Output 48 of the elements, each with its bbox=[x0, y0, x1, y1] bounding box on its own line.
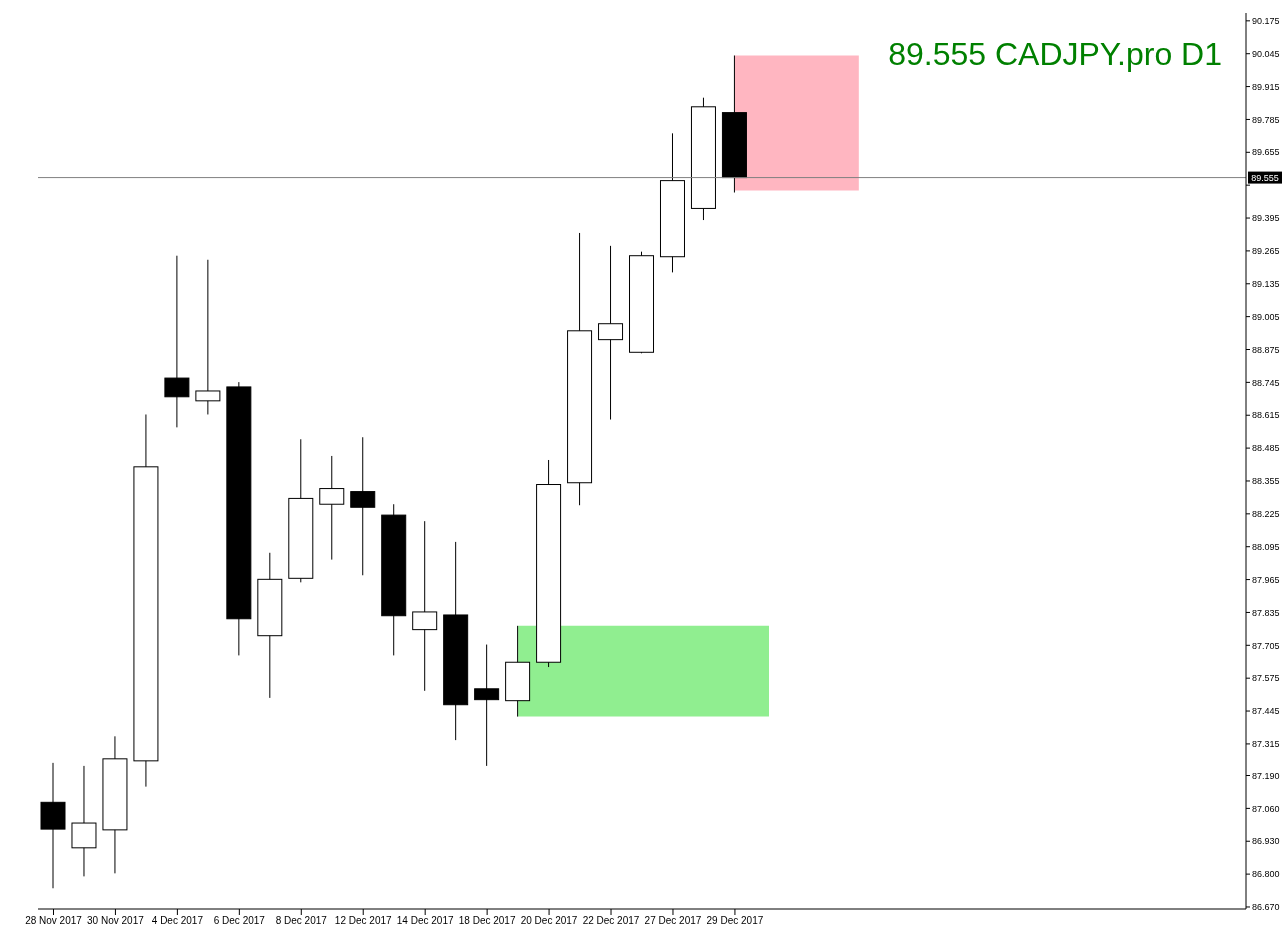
y-tick-label: 90.175 bbox=[1252, 16, 1280, 27]
x-tick-label: 8 Dec 2017 bbox=[275, 915, 328, 927]
y-tick-label: 88.355 bbox=[1252, 476, 1280, 487]
x-tick-label: 4 Dec 2017 bbox=[151, 915, 204, 927]
candlestick bbox=[350, 436, 376, 576]
y-tick-label: 86.930 bbox=[1252, 836, 1280, 847]
x-tick-label: 30 Nov 2017 bbox=[87, 915, 145, 927]
y-tick-label: 88.485 bbox=[1252, 443, 1280, 454]
y-tick-label: 89.655 bbox=[1252, 147, 1280, 158]
y-tick-label: 87.575 bbox=[1252, 673, 1280, 684]
candlestick bbox=[319, 455, 345, 561]
y-tick-label: 89.395 bbox=[1252, 213, 1280, 224]
y-tick-label: 87.705 bbox=[1252, 640, 1280, 651]
candlestick bbox=[164, 255, 190, 428]
text: 89.555 CADJPY.pro D1 bbox=[888, 36, 1222, 73]
y-tick-label: 87.315 bbox=[1252, 739, 1280, 750]
x-tick-label: 18 Dec 2017 bbox=[458, 915, 516, 927]
y-tick-label: 88.745 bbox=[1252, 377, 1280, 388]
y-tick-label: 88.095 bbox=[1252, 541, 1280, 552]
candlestick bbox=[598, 245, 624, 421]
y-tick-label: 90.045 bbox=[1252, 48, 1280, 59]
candlestick bbox=[195, 259, 221, 415]
x-tick-label: 28 Nov 2017 bbox=[25, 915, 83, 927]
x-tick-label: 22 Dec 2017 bbox=[582, 915, 640, 927]
y-tick-label: 87.965 bbox=[1252, 574, 1280, 585]
x-tick-label: 12 Dec 2017 bbox=[334, 915, 393, 927]
x-tick-label: 6 Dec 2017 bbox=[213, 915, 266, 927]
y-tick-label: 89.785 bbox=[1252, 114, 1280, 125]
y-tick-label: 87.445 bbox=[1252, 706, 1280, 717]
y-tick-label: 88.875 bbox=[1252, 344, 1280, 355]
x-tick-label: 20 Dec 2017 bbox=[520, 915, 578, 927]
y-tick-label: 86.670 bbox=[1252, 902, 1280, 913]
y-tick-label: 89.915 bbox=[1252, 81, 1280, 92]
y-tick-label: 88.225 bbox=[1252, 509, 1280, 520]
x-tick-label: 29 Dec 2017 bbox=[706, 915, 764, 927]
y-tick-label: 89.135 bbox=[1252, 278, 1280, 289]
ref-line-label: 89.555 bbox=[1251, 173, 1279, 184]
y-tick-label: 87.835 bbox=[1252, 607, 1280, 618]
y-tick-label: 86.800 bbox=[1252, 869, 1280, 880]
x-tick-label: 27 Dec 2017 bbox=[644, 915, 702, 927]
y-tick-label: 89.005 bbox=[1252, 311, 1280, 322]
y-tick-label: 87.190 bbox=[1252, 770, 1280, 781]
y-tick-label: 87.060 bbox=[1252, 803, 1280, 814]
x-tick-label: 14 Dec 2017 bbox=[396, 915, 454, 927]
candlestick bbox=[474, 644, 500, 767]
candlestick bbox=[412, 520, 438, 692]
y-tick-label: 89.265 bbox=[1252, 246, 1280, 257]
y-tick-label: 88.615 bbox=[1252, 410, 1280, 421]
